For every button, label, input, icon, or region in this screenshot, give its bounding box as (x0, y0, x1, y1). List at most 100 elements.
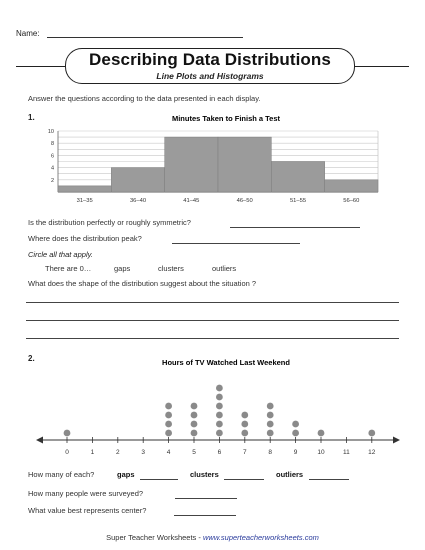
dot-plot-dots (63, 384, 376, 437)
data-dot (190, 402, 198, 410)
x-tick-label: 41–45 (183, 198, 199, 204)
q1-shape-answer-line-3[interactable] (26, 338, 399, 339)
axis-label: 1 (91, 449, 95, 456)
x-tick-label: 31–35 (77, 198, 93, 204)
x-tick-label: 56–60 (343, 198, 359, 204)
left-arrow (36, 436, 43, 444)
data-dot (190, 429, 198, 437)
q2-clusters-label: clusters (190, 470, 219, 479)
q2-gaps-label: gaps (117, 470, 135, 479)
data-dot (165, 411, 173, 419)
data-dot (266, 411, 274, 419)
axis-label: 5 (192, 449, 196, 456)
data-dot (241, 420, 249, 428)
y-tick-label: 8 (51, 141, 54, 147)
histogram-bar (271, 161, 325, 193)
data-dot (216, 420, 223, 428)
data-dot (216, 393, 223, 401)
dot-plot-title: Hours of TV Watched Last Weekend (162, 358, 290, 367)
right-arrow (393, 436, 400, 444)
histogram-title: Minutes Taken to Finish a Test (172, 114, 281, 123)
question-1-number: 1. (28, 113, 35, 122)
data-dot (216, 402, 223, 410)
name-field[interactable] (47, 37, 243, 38)
axis-label: 0 (65, 449, 69, 456)
dot-plot-axis (36, 436, 400, 444)
data-dot (266, 420, 274, 428)
histogram-y-ticks: 2 4 6 8 10 (48, 129, 54, 184)
axis-label: 9 (294, 449, 298, 456)
data-dot (216, 384, 223, 392)
footer-brand: Super Teacher Worksheets (106, 533, 197, 542)
q1-symmetric-text: Is the distribution perfectly or roughly… (28, 218, 191, 227)
footer-separator: - (198, 533, 201, 542)
q2-center-answer[interactable] (174, 515, 236, 516)
q2-outliers-label: outliers (276, 470, 304, 479)
q1-option-gaps[interactable]: gaps (114, 264, 131, 273)
q1-symmetric-answer[interactable] (230, 227, 360, 228)
data-dot (368, 429, 376, 437)
q1-option-clusters[interactable]: clusters (158, 264, 184, 273)
data-dot (63, 429, 71, 437)
y-tick-label: 10 (48, 129, 54, 135)
histogram-bars (57, 136, 379, 193)
dot-plot-labels: 0 1 2 3 4 5 6 7 8 9 10 11 12 (65, 449, 376, 456)
data-dot (241, 429, 249, 437)
q1-shape-text: What does the shape of the distribution … (28, 279, 257, 288)
q1-peak-answer[interactable] (172, 243, 300, 244)
y-tick-label: 6 (51, 153, 54, 159)
x-tick-label: 36–40 (130, 198, 146, 204)
title-banner (65, 48, 355, 84)
footer-link[interactable]: www.superteacherworksheets.com (202, 533, 319, 542)
axis-label: 2 (116, 449, 120, 456)
axis-label: 10 (317, 449, 325, 456)
histogram-bar (324, 179, 379, 193)
data-dot (292, 420, 299, 428)
data-dot (165, 402, 173, 410)
q1-shape-answer-line-1[interactable] (26, 302, 399, 303)
axis-label: 4 (167, 449, 171, 456)
x-tick-label: 51–55 (290, 198, 306, 204)
data-dot (190, 411, 198, 419)
page-title: Describing Data Distributions (89, 50, 331, 69)
q2-surveyed-answer[interactable] (175, 498, 237, 499)
axis-label: 11 (343, 449, 350, 456)
q1-circle-prompt: Circle all that apply. (28, 250, 93, 259)
y-tick-label: 4 (51, 166, 54, 172)
axis-label: 7 (243, 449, 247, 456)
data-dot (241, 411, 249, 419)
question-2-number: 2. (28, 354, 35, 363)
y-tick-label: 2 (51, 178, 54, 184)
q1-option-outliers[interactable]: outliers (212, 264, 237, 273)
name-label: Name: (16, 29, 40, 38)
q1-options-intro: There are 0… (45, 264, 92, 273)
histogram-x-ticks: 31–35 36–40 41–45 46–50 51–55 56–60 (77, 198, 360, 204)
q2-outliers-answer[interactable] (309, 479, 349, 480)
page-subtitle: Line Plots and Histograms (156, 71, 264, 81)
axis-label: 6 (218, 449, 222, 456)
histogram-bar (111, 167, 165, 193)
data-dot (266, 429, 274, 437)
data-dot (292, 429, 299, 437)
data-dot (216, 429, 223, 437)
axis-label: 8 (268, 449, 272, 456)
instructions: Answer the questions according to the da… (28, 94, 261, 103)
data-dot (190, 420, 198, 428)
q2-gaps-answer[interactable] (140, 479, 178, 480)
q2-surveyed-text: How many people were surveyed? (28, 489, 144, 498)
data-dot (317, 429, 325, 437)
data-dot (165, 420, 173, 428)
data-dot (216, 411, 223, 419)
footer: Super Teacher Worksheets - www.superteac… (0, 533, 425, 542)
x-tick-label: 46–50 (237, 198, 253, 204)
q1-peak-text: Where does the distribution peak? (28, 234, 142, 243)
q2-center-text: What value best represents center? (28, 506, 147, 515)
q2-clusters-answer[interactable] (224, 479, 264, 480)
axis-label: 3 (141, 449, 145, 456)
q1-shape-answer-line-2[interactable] (26, 320, 399, 321)
axis-label: 12 (368, 449, 376, 456)
histogram-bar (164, 136, 219, 193)
histogram-bar (217, 136, 272, 193)
